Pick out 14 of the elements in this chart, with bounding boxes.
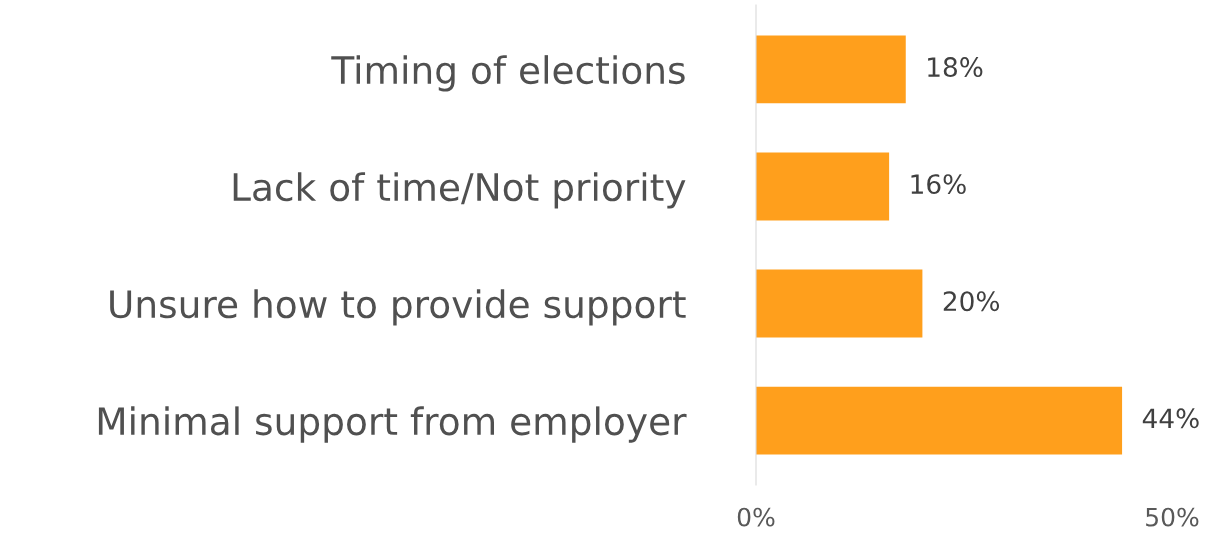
bar	[756, 35, 906, 104]
bar	[756, 152, 890, 221]
y-tick-label: Timing of elections	[331, 55, 685, 92]
bar	[756, 386, 1123, 455]
data-label: 16%	[911, 174, 966, 195]
data-label: 44%	[1142, 408, 1199, 429]
x-tick-label: 0%	[737, 507, 775, 527]
y-tick-label: Unsure how to provide support	[110, 289, 686, 326]
y-tick-label: Minimal support from employer	[98, 406, 687, 443]
bar	[756, 269, 923, 338]
data-label: 18%	[928, 57, 983, 78]
x-tick-label: 50%	[1146, 507, 1199, 527]
data-label: 20%	[943, 291, 1000, 312]
y-tick-label: Lack of time/Not priority	[233, 172, 686, 209]
